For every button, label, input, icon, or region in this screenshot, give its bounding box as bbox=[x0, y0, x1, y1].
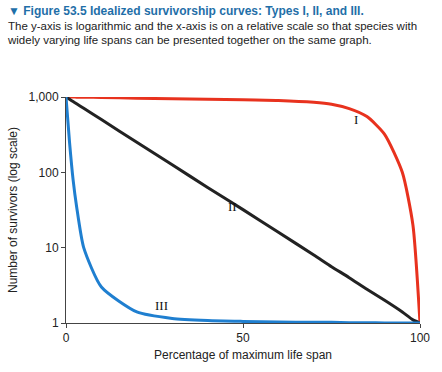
svg-text:50: 50 bbox=[236, 331, 250, 345]
svg-text:100: 100 bbox=[39, 166, 59, 180]
svg-text:1,000: 1,000 bbox=[29, 90, 59, 104]
svg-text:I: I bbox=[354, 112, 358, 127]
html-text:▼ Figure 53.5 Idealized surviv: ▼ Figure 53.5 Idealized survivorship cur… bbox=[8, 4, 364, 18]
svg-text:100: 100 bbox=[410, 331, 430, 345]
svg-text:III: III bbox=[155, 298, 168, 313]
svg-text:Percentage of maximum life spa: Percentage of maximum life span bbox=[154, 348, 332, 362]
html-text:The y-axis is logarithmic and: The y-axis is logarithmic and the x-axis… bbox=[8, 20, 418, 46]
svg-text:Number of survivors (log scale: Number of survivors (log scale) bbox=[6, 127, 20, 293]
svg-text:II: II bbox=[228, 199, 237, 214]
svg-text:0: 0 bbox=[63, 331, 70, 345]
svg-text:10: 10 bbox=[45, 241, 59, 255]
svg-text:1: 1 bbox=[52, 316, 59, 330]
